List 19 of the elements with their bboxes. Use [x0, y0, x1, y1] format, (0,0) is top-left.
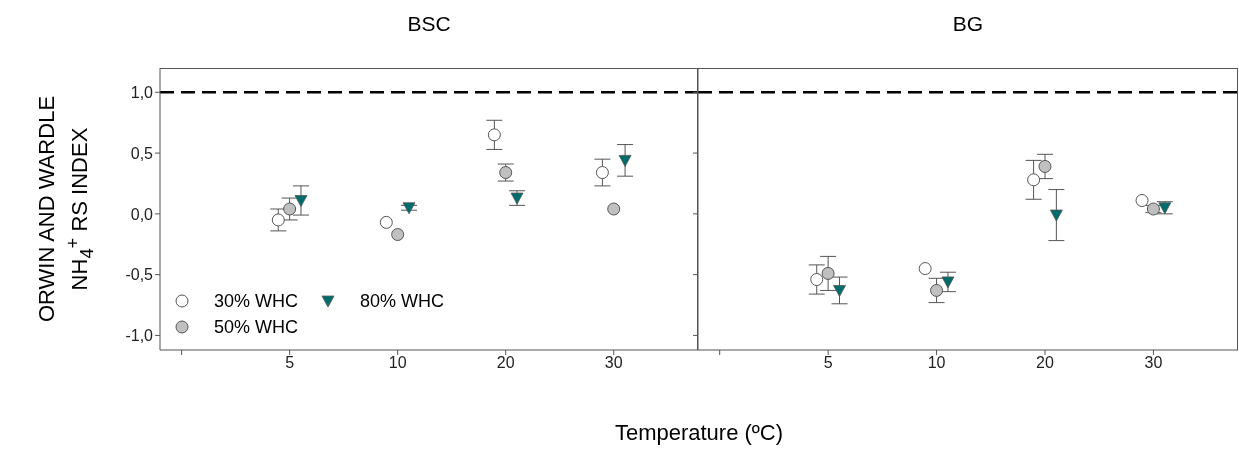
- x-tick-label: 10: [388, 354, 407, 372]
- y-tick-label: 0,5: [130, 144, 154, 162]
- x-tick-label: 30: [1144, 354, 1163, 372]
- x-tick-label: 20: [1036, 354, 1054, 372]
- x-tick-label: 5: [823, 354, 833, 372]
- x-tick-label: 10: [927, 354, 946, 372]
- legend-label: 30% WHC: [214, 290, 299, 312]
- chart-title: BSC: [406, 12, 452, 36]
- chart-title: BG: [951, 12, 985, 36]
- legend-label: 50% WHC: [214, 316, 299, 338]
- y-tick-label: -1,0: [125, 327, 154, 345]
- legend-label: 80% WHC: [360, 290, 445, 312]
- y-tick-label: -0,5: [125, 266, 154, 284]
- y-tick-label: 1,0: [130, 83, 154, 101]
- x-tick-label: 20: [496, 354, 515, 372]
- x-tick-label: 30: [604, 354, 623, 372]
- x-tick-label: 5: [285, 354, 295, 372]
- y-tick-label: 0,0: [130, 205, 154, 223]
- x-axis-title: Temperature (ºC): [613, 420, 785, 446]
